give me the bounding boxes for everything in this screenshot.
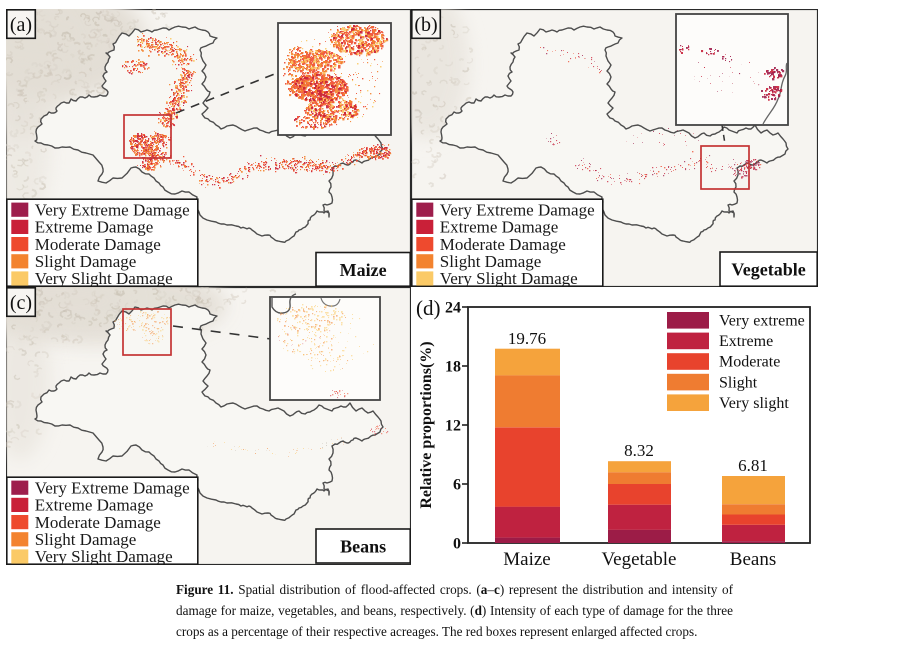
svg-text:Slight Damage: Slight Damage <box>440 252 542 271</box>
svg-text:Extreme: Extreme <box>719 333 773 350</box>
svg-text:6: 6 <box>453 477 461 494</box>
svg-text:12: 12 <box>445 418 461 435</box>
svg-text:(c): (c) <box>10 292 32 314</box>
svg-text:18: 18 <box>445 359 461 376</box>
svg-text:Moderate: Moderate <box>719 354 780 371</box>
svg-text:Moderate Damage: Moderate Damage <box>35 513 161 532</box>
svg-text:Moderate Damage: Moderate Damage <box>35 235 161 254</box>
svg-text:Beans: Beans <box>730 549 776 570</box>
svg-text:Vegetable: Vegetable <box>602 549 677 570</box>
svg-text:Extreme Damage: Extreme Damage <box>35 218 153 237</box>
svg-text:Very extreme: Very extreme <box>719 313 805 330</box>
svg-text:Slight Damage: Slight Damage <box>35 530 137 549</box>
svg-text:(b): (b) <box>414 14 437 36</box>
svg-text:Very Extreme Damage: Very Extreme Damage <box>35 478 190 497</box>
svg-text:(d): (d) <box>416 296 441 320</box>
svg-text:Slight Damage: Slight Damage <box>35 252 137 271</box>
svg-text:8.32: 8.32 <box>624 441 654 460</box>
svg-text:Slight: Slight <box>719 374 758 391</box>
svg-text:(a): (a) <box>10 14 32 36</box>
svg-text:24: 24 <box>445 300 461 317</box>
svg-text:Extreme Damage: Extreme Damage <box>35 496 153 515</box>
svg-text:Extreme Damage: Extreme Damage <box>440 218 558 237</box>
svg-text:19.76: 19.76 <box>508 329 546 348</box>
svg-text:Beans: Beans <box>340 537 386 557</box>
svg-text:Very Extreme Damage: Very Extreme Damage <box>35 200 190 219</box>
svg-text:Moderate Damage: Moderate Damage <box>440 235 566 254</box>
svg-text:Maize: Maize <box>503 549 550 570</box>
svg-text:6.81: 6.81 <box>738 456 768 475</box>
svg-text:Very Slight Damage: Very Slight Damage <box>35 547 173 565</box>
svg-text:Vegetable: Vegetable <box>731 260 805 280</box>
svg-text:0: 0 <box>453 536 461 553</box>
svg-text:Very Extreme Damage: Very Extreme Damage <box>440 200 595 219</box>
svg-text:Very Slight Damage: Very Slight Damage <box>35 269 173 287</box>
svg-text:Maize: Maize <box>340 260 387 280</box>
svg-text:Very Slight Damage: Very Slight Damage <box>440 269 578 287</box>
svg-text:Very slight: Very slight <box>719 395 789 412</box>
svg-text:Relative proportions(%): Relative proportions(%) <box>418 341 435 508</box>
